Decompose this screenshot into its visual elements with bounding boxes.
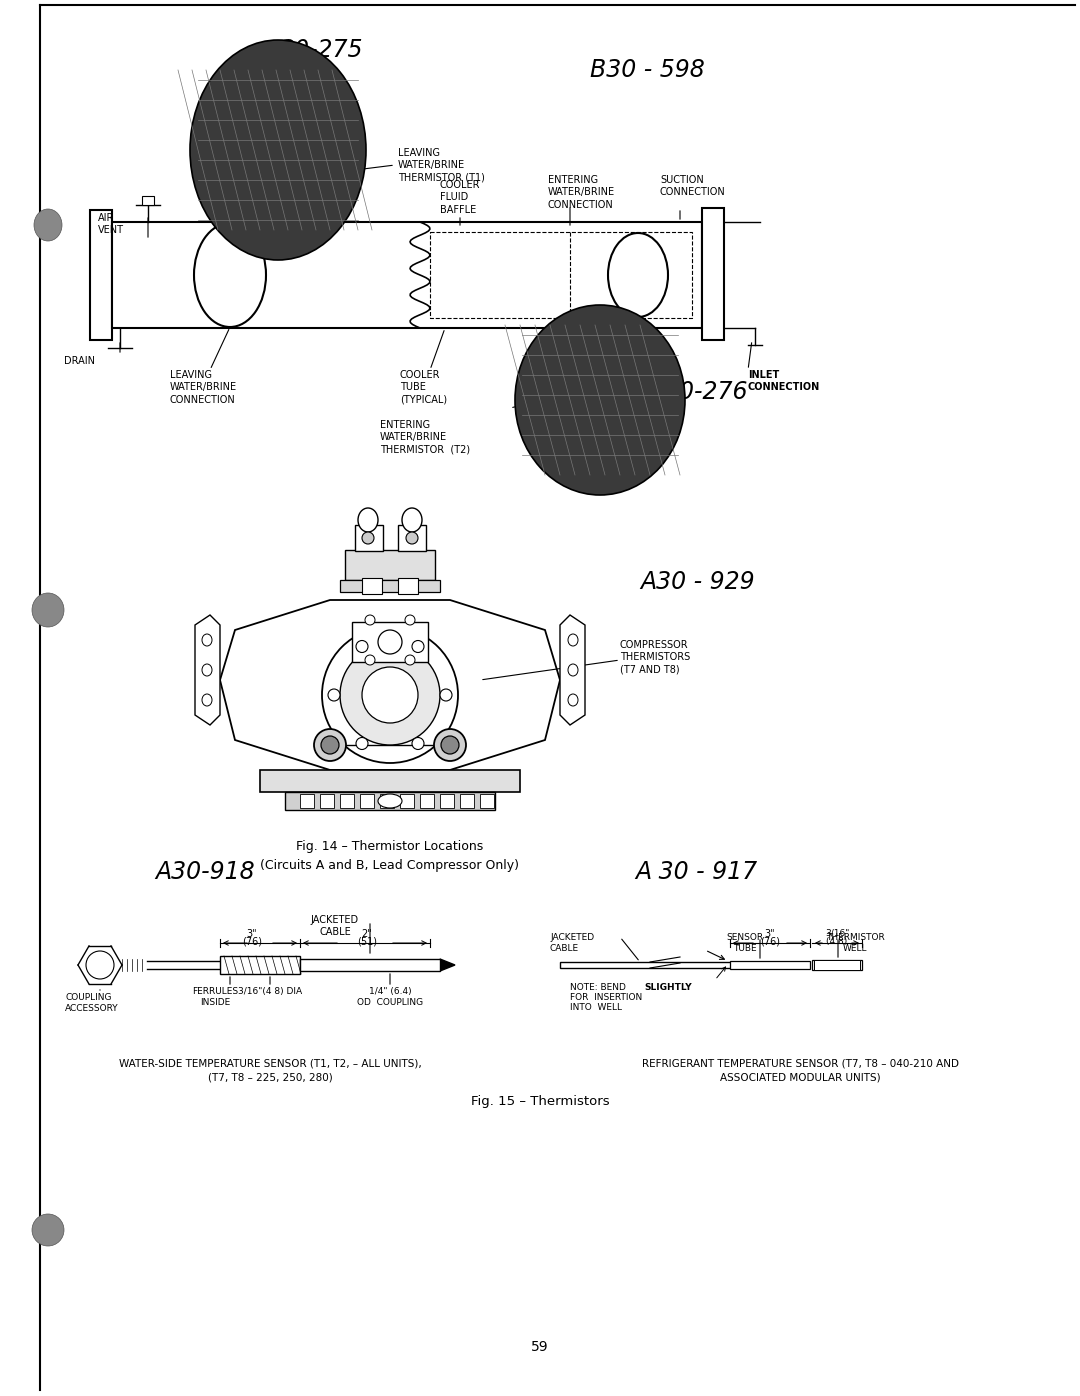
Ellipse shape [568, 694, 578, 706]
Text: SENSOR
TUBE: SENSOR TUBE [727, 933, 764, 953]
Bar [399, 525, 426, 551]
Text: COOLER
TUBE
(TYPICAL): COOLER TUBE (TYPICAL) [400, 370, 447, 405]
Text: COOLER
FLUID
BAFFLE: COOLER FLUID BAFFLE [440, 180, 481, 215]
Ellipse shape [378, 630, 402, 653]
Ellipse shape [321, 736, 339, 754]
Ellipse shape [356, 641, 368, 652]
Bar [380, 794, 394, 808]
Bar [285, 792, 495, 810]
Ellipse shape [365, 616, 375, 625]
Bar [814, 960, 860, 970]
Bar [300, 959, 440, 972]
Bar [460, 794, 474, 808]
Text: SUCTION
CONNECTION: SUCTION CONNECTION [660, 174, 726, 197]
Ellipse shape [402, 508, 422, 532]
Ellipse shape [608, 233, 669, 317]
Ellipse shape [568, 634, 578, 646]
Text: SLIGHTLY: SLIGHTLY [644, 983, 691, 993]
Text: 30-275: 30-275 [280, 38, 364, 61]
Text: JACKETED
CABLE: JACKETED CABLE [550, 933, 594, 953]
Text: COUPLING
ACCESSORY: COUPLING ACCESSORY [65, 993, 119, 1013]
Text: A30-918: A30-918 [156, 860, 255, 884]
Text: WATER-SIDE TEMPERATURE SENSOR (T1, T2, – ALL UNITS),
(T7, T8 – 225, 250, 280): WATER-SIDE TEMPERATURE SENSOR (T1, T2, –… [119, 1058, 421, 1082]
Text: FERRULES
INSIDE: FERRULES INSIDE [192, 987, 238, 1007]
Bar [112, 222, 702, 328]
Bar [90, 209, 112, 341]
Bar [360, 794, 374, 808]
Ellipse shape [405, 655, 415, 664]
Bar [400, 794, 414, 808]
Text: NOTE: BEND: NOTE: BEND [570, 983, 632, 993]
Text: 3": 3" [246, 928, 257, 940]
Text: JACKETED
CABLE: JACKETED CABLE [311, 914, 359, 937]
Bar [355, 525, 383, 551]
Text: (51): (51) [357, 937, 377, 946]
Ellipse shape [340, 645, 440, 745]
Text: ENTERING
WATER/BRINE
CONNECTION: ENTERING WATER/BRINE CONNECTION [548, 174, 616, 209]
Ellipse shape [190, 40, 366, 260]
Text: 59: 59 [531, 1340, 549, 1354]
Ellipse shape [33, 209, 62, 242]
Ellipse shape [440, 690, 453, 701]
Text: ENTERING
WATER/BRINE
THERMISTOR  (T2): ENTERING WATER/BRINE THERMISTOR (T2) [380, 420, 470, 455]
Text: 1/4" (6.4)
OD  COUPLING: 1/4" (6.4) OD COUPLING [356, 987, 423, 1007]
Text: A30 - 929: A30 - 929 [640, 570, 755, 595]
Bar [362, 578, 382, 595]
Bar [561, 962, 760, 967]
Ellipse shape [202, 634, 212, 646]
Ellipse shape [328, 690, 340, 701]
Bar [480, 794, 494, 808]
Ellipse shape [411, 641, 424, 652]
Text: A 30 - 917: A 30 - 917 [635, 860, 757, 884]
Text: 3/16"(4 8) DIA: 3/16"(4 8) DIA [238, 987, 302, 995]
Ellipse shape [378, 794, 402, 808]
Bar [320, 794, 334, 808]
Text: COMPRESSOR
THERMISTORS
(T7 AND T8): COMPRESSOR THERMISTORS (T7 AND T8) [620, 639, 690, 674]
Ellipse shape [194, 223, 266, 327]
Bar [730, 960, 810, 969]
Ellipse shape [365, 655, 375, 664]
Text: REFRIGERANT TEMPERATURE SENSOR (T7, T8 – 040-210 AND
ASSOCIATED MODULAR UNITS): REFRIGERANT TEMPERATURE SENSOR (T7, T8 –… [642, 1058, 959, 1082]
Bar [260, 771, 519, 792]
Ellipse shape [356, 737, 368, 750]
Ellipse shape [357, 508, 378, 532]
Ellipse shape [322, 627, 458, 764]
Ellipse shape [405, 616, 415, 625]
Text: LEAVING
WATER/BRINE
THERMISTOR (T1): LEAVING WATER/BRINE THERMISTOR (T1) [399, 148, 485, 183]
Bar [141, 195, 154, 205]
Polygon shape [220, 600, 561, 771]
Text: 3/16": 3/16" [825, 928, 849, 938]
Text: THERMISTOR
WELL: THERMISTOR WELL [825, 933, 885, 953]
Text: (4 8): (4 8) [826, 937, 848, 946]
Text: 2": 2" [362, 928, 373, 940]
Ellipse shape [202, 664, 212, 676]
Text: INTO  WELL: INTO WELL [570, 1002, 622, 1012]
Text: FOR  INSERTION: FOR INSERTION [570, 993, 643, 1002]
Ellipse shape [434, 729, 465, 761]
Bar [340, 579, 440, 592]
Text: DRAIN: DRAIN [64, 356, 95, 366]
Text: B30 - 598: B30 - 598 [590, 59, 705, 82]
Text: (76): (76) [760, 937, 780, 946]
Polygon shape [440, 959, 455, 972]
Text: Fig. 15 – Thermistors: Fig. 15 – Thermistors [471, 1094, 609, 1108]
Ellipse shape [32, 593, 64, 627]
Polygon shape [561, 616, 585, 725]
Bar [702, 208, 724, 341]
Ellipse shape [411, 737, 424, 750]
Bar [812, 960, 862, 970]
Text: AIR
VENT: AIR VENT [98, 214, 124, 236]
Bar [440, 794, 454, 808]
Bar [420, 794, 434, 808]
Bar [430, 232, 692, 318]
Ellipse shape [32, 1215, 64, 1247]
Ellipse shape [568, 664, 578, 676]
Text: Fig. 14 – Thermistor Locations
(Circuits A and B, Lead Compressor Only): Fig. 14 – Thermistor Locations (Circuits… [260, 840, 519, 872]
Ellipse shape [362, 667, 418, 723]
Bar [220, 956, 300, 974]
Ellipse shape [406, 532, 418, 544]
Ellipse shape [202, 694, 212, 706]
Ellipse shape [314, 729, 346, 761]
Bar [340, 794, 354, 808]
Text: 3": 3" [765, 928, 775, 940]
